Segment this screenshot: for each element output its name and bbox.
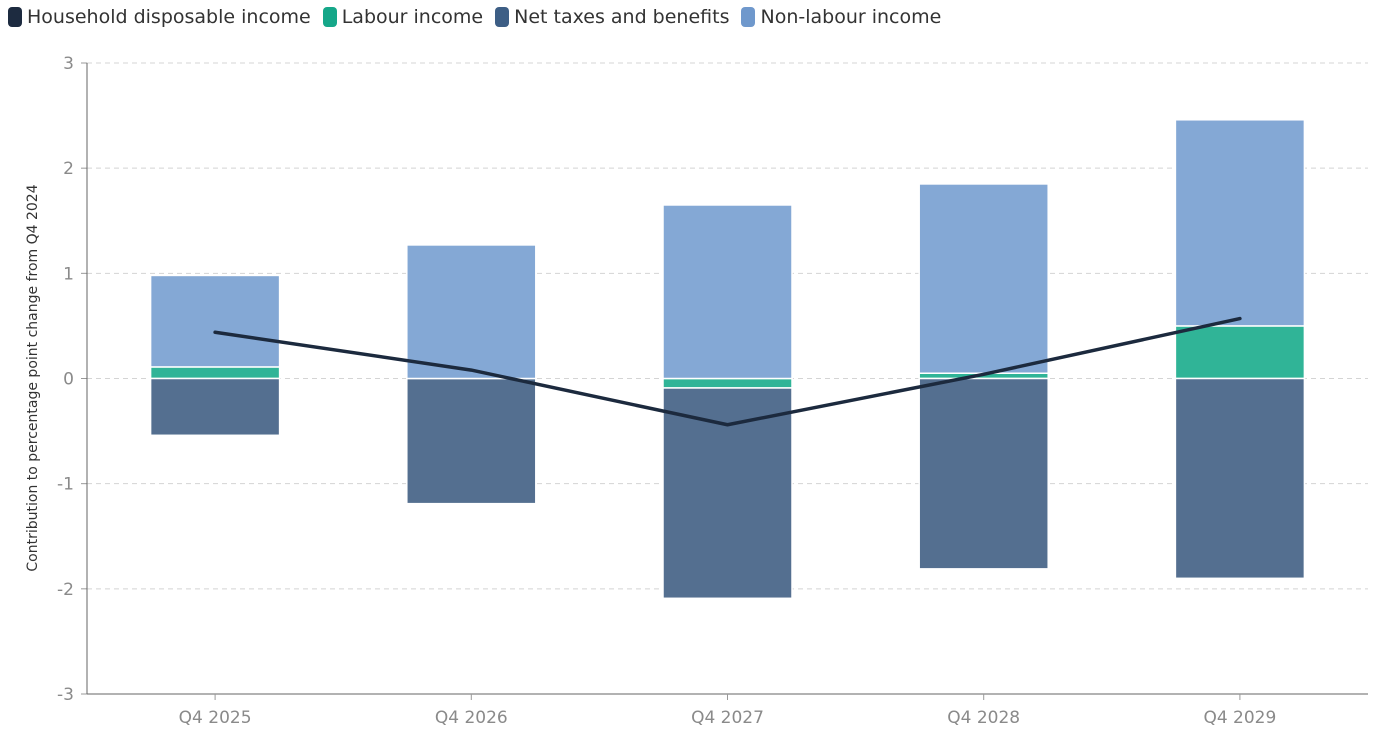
bar-net-taxes-and-benefits: [149, 377, 281, 437]
bar-labour-income: [662, 377, 793, 389]
legend-label: Labour income: [341, 6, 484, 28]
legend-label: Household disposable income: [27, 6, 311, 28]
legend-item-household-disposable-income[interactable]: Household disposable income: [8, 6, 311, 28]
legend-swatch: [741, 7, 756, 27]
y-tick-label: -3: [57, 685, 74, 705]
bar-labour-income: [149, 366, 281, 380]
bars: [149, 119, 1306, 600]
legend-label: Non-labour income: [760, 6, 942, 28]
line-point: [470, 369, 472, 371]
bar-non-labour-income: [1174, 119, 1306, 327]
legend-swatch: [8, 7, 22, 27]
bar-labour-income: [1174, 325, 1306, 380]
bar-non-labour-income: [662, 204, 793, 380]
line-point: [1239, 318, 1241, 320]
bar-non-labour-income: [149, 274, 281, 368]
x-tick-label: Q4 2026: [435, 708, 508, 728]
income-line: [213, 316, 1242, 427]
legend-swatch: [322, 7, 337, 27]
legend-swatch: [495, 7, 510, 27]
legend-item-non-labour-income[interactable]: Non-labour income: [741, 6, 941, 28]
line-point: [214, 331, 216, 333]
bar-net-taxes-and-benefits: [1174, 377, 1306, 580]
axes: 3 2 1 0 -1 -2 -3 Q4 2025 Q4 2026 Q4 2027 Q4 2028 Q4…: [57, 54, 1368, 728]
y-tick-label: -2: [57, 580, 74, 600]
x-tick-label: Q4 2025: [179, 708, 252, 728]
bar-net-taxes-and-benefits: [406, 377, 537, 505]
y-tick-label: 1: [63, 264, 74, 284]
y-tick-label: -1: [57, 475, 74, 495]
legend-item-net-taxes-and-benefits[interactable]: Net taxes and benefits: [495, 6, 729, 28]
bar-non-labour-income: [406, 244, 537, 380]
line-point: [727, 424, 728, 426]
bar-net-taxes-and-benefits: [662, 387, 793, 600]
chart-legend: Household disposable income Labour incom…: [8, 6, 941, 28]
x-tick-label: Q4 2029: [1203, 708, 1276, 728]
y-tick-label: 0: [63, 370, 74, 390]
line-point: [983, 373, 985, 375]
bar-net-taxes-and-benefits: [918, 377, 1049, 570]
x-tick-label: Q4 2028: [947, 708, 1020, 728]
y-tick-label: 3: [63, 54, 74, 74]
y-tick-label: 2: [63, 159, 74, 179]
y-axis-label: Contribution to percentage point change …: [25, 184, 41, 571]
x-tick-label: Q4 2027: [691, 708, 764, 728]
bar-non-labour-income: [918, 183, 1049, 374]
legend-item-labour-income[interactable]: Labour income: [322, 6, 484, 28]
legend-label: Net taxes and benefits: [514, 6, 730, 28]
